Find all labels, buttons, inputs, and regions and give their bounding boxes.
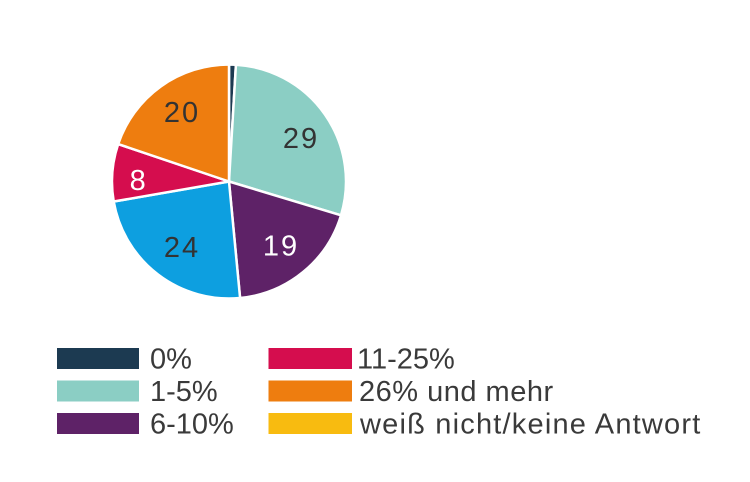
svg-text:0%: 0% xyxy=(150,344,192,376)
svg-text:8: 8 xyxy=(130,165,148,197)
svg-text:1-5%: 1-5% xyxy=(150,376,218,408)
svg-text:19: 19 xyxy=(263,231,299,263)
svg-text:26% und mehr: 26% und mehr xyxy=(359,376,554,408)
svg-text:20: 20 xyxy=(164,97,200,129)
svg-text:24: 24 xyxy=(164,232,200,264)
svg-text:weiß nicht/keine Antwort: weiß nicht/keine Antwort xyxy=(359,409,702,441)
svg-text:29: 29 xyxy=(283,123,319,155)
svg-text:6-10%: 6-10% xyxy=(150,409,234,441)
svg-text:11-25%: 11-25% xyxy=(357,344,455,376)
